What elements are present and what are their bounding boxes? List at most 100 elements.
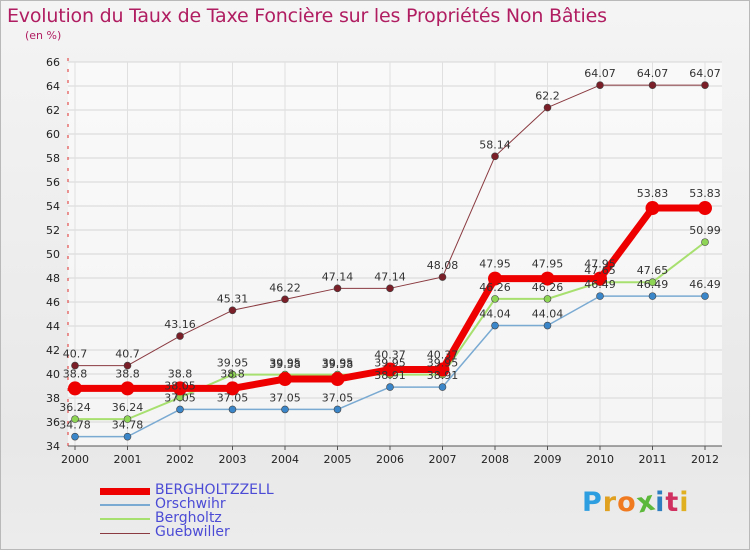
data-label: 47.65 — [584, 264, 616, 277]
logo-letter: P — [582, 487, 603, 518]
y-tick-label: 44 — [46, 320, 60, 333]
data-label: 47.14 — [374, 270, 406, 283]
data-label: 50.99 — [689, 224, 721, 237]
x-tick-label: 2007 — [429, 453, 457, 466]
data-point — [228, 306, 237, 315]
data-label: 38.91 — [374, 369, 406, 382]
x-tick-label: 2002 — [166, 453, 194, 466]
data-label: 40.37 — [374, 349, 406, 362]
data-point — [333, 284, 342, 293]
x-tick-label: 2012 — [691, 453, 719, 466]
data-label: 40.37 — [427, 349, 459, 362]
data-point — [491, 321, 499, 330]
data-label: 38.8 — [115, 367, 140, 380]
data-label: 64.07 — [637, 67, 669, 80]
x-tick-label: 2009 — [534, 453, 562, 466]
data-label: 64.07 — [689, 67, 721, 80]
data-label: 39.95 — [427, 357, 459, 370]
data-point — [648, 292, 657, 300]
x-tick-label: 2006 — [376, 453, 404, 466]
data-point — [701, 292, 709, 300]
data-point — [648, 81, 657, 89]
data-label: 47.14 — [322, 270, 354, 283]
data-point — [123, 361, 132, 370]
logo-letter: o — [617, 487, 637, 518]
y-tick-label: 58 — [46, 152, 60, 165]
legend-label: Guebwiller — [155, 524, 230, 540]
data-point — [438, 273, 447, 281]
data-label: 38.05 — [164, 379, 196, 392]
data-point — [225, 381, 240, 396]
data-label: 38.8 — [63, 367, 88, 380]
data-point — [281, 295, 289, 304]
data-label: 43.16 — [164, 318, 196, 331]
y-tick-label: 50 — [46, 248, 60, 261]
data-label: 53.83 — [689, 187, 721, 200]
data-point — [228, 370, 237, 379]
data-label: 64.07 — [584, 67, 616, 80]
y-tick-label: 62 — [46, 104, 60, 117]
data-label: 40.7 — [115, 348, 140, 361]
data-label: 39.95 — [269, 357, 301, 370]
data-label: 46.49 — [584, 278, 616, 291]
legend-label: BERGHOLTZZELL — [155, 482, 274, 498]
data-label: 39.58 — [269, 358, 301, 371]
data-label: 46.26 — [479, 281, 511, 294]
logo-letter: t — [665, 487, 680, 518]
data-label: 39.95 — [374, 357, 406, 370]
y-tick-label: 54 — [46, 200, 60, 213]
data-label: 37.05 — [269, 391, 301, 404]
data-point — [278, 372, 292, 387]
data-label: 62.2 — [535, 90, 560, 103]
x-tick-label: 2005 — [324, 453, 352, 466]
data-point — [123, 415, 132, 423]
y-tick-label: 38 — [46, 392, 60, 405]
data-point — [123, 432, 132, 441]
data-point — [71, 432, 79, 441]
data-point — [491, 295, 499, 303]
logo-letter: i — [679, 487, 690, 518]
data-point — [386, 383, 394, 391]
data-label: 48.08 — [427, 259, 459, 272]
data-label: 53.83 — [637, 187, 669, 200]
data-point — [491, 152, 499, 161]
data-point — [543, 103, 552, 112]
data-point — [330, 372, 345, 387]
data-point — [543, 321, 552, 330]
data-label: 36.24 — [112, 401, 144, 414]
legend-swatch — [100, 504, 150, 506]
data-point — [281, 405, 289, 414]
data-label: 39.95 — [217, 357, 249, 370]
proxiti-logo: Proxiti — [582, 485, 690, 519]
data-label: 40.7 — [63, 348, 88, 361]
data-point — [68, 381, 82, 396]
data-point — [488, 271, 502, 286]
y-tick-label: 34 — [46, 440, 60, 453]
y-tick-label: 60 — [46, 128, 60, 141]
data-point — [596, 292, 604, 300]
data-label: 37.05 — [164, 391, 196, 404]
x-tick-label: 2004 — [271, 453, 299, 466]
y-tick-label: 42 — [46, 344, 60, 357]
data-label: 38.91 — [427, 369, 459, 382]
data-label: 38.8 — [220, 367, 245, 380]
data-label: 39.95 — [322, 357, 354, 370]
data-point — [333, 405, 342, 414]
data-label: 44.04 — [479, 308, 511, 321]
data-point — [228, 405, 237, 414]
data-label: 47.95 — [479, 258, 511, 271]
y-tick-label: 40 — [46, 368, 60, 381]
data-point — [386, 284, 394, 293]
data-point — [543, 295, 552, 303]
data-point — [176, 405, 184, 414]
legend-label: Bergholtz — [155, 510, 222, 526]
data-point — [648, 278, 657, 287]
data-point — [596, 81, 604, 89]
y-tick-label: 52 — [46, 224, 60, 237]
data-label: 46.49 — [637, 278, 669, 291]
data-label: 46.22 — [269, 281, 301, 294]
x-tick-label: 2001 — [114, 453, 142, 466]
y-tick-label: 46 — [46, 296, 60, 309]
data-label: 46.49 — [689, 278, 721, 291]
data-label: 46.26 — [532, 281, 564, 294]
